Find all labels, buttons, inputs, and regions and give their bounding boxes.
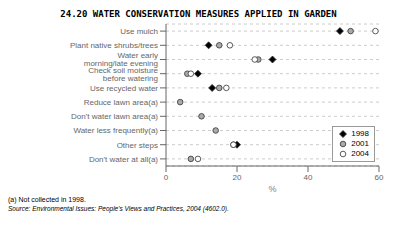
html-text:1998: 1998 — [351, 129, 369, 138]
svg-text:Use recycled water: Use recycled water — [90, 84, 158, 93]
svg-text:Reduce lawn area(a): Reduce lawn area(a) — [84, 98, 159, 107]
html-text:Water early: Water early — [117, 51, 158, 61]
svg-text:0: 0 — [164, 173, 169, 182]
html-text:2004: 2004 — [351, 149, 369, 158]
svg-text:60: 60 — [375, 173, 384, 182]
svg-text:40: 40 — [304, 173, 313, 182]
svg-text:Plant native shrubs/trees: Plant native shrubs/trees — [70, 41, 158, 50]
svg-text:Water less frequently(a): Water less frequently(a) — [73, 126, 158, 135]
svg-text:Other steps: Other steps — [117, 141, 158, 150]
html-text:24.20 WATER CONSERVATION MEASU: 24.20 WATER CONSERVATION MEASURES APPLIE… — [60, 9, 337, 19]
svg-text:Don't water at all(a): Don't water at all(a) — [89, 155, 158, 164]
html-text:Source: Environmental Issues:: Source: Environmental Issues: People's V… — [8, 205, 229, 212]
html-text:morning/late evening: morning/late evening — [83, 59, 158, 69]
svg-text:Don't water lawn area(a): Don't water lawn area(a) — [71, 112, 158, 121]
html-text:(a) Not collected in 1998.: (a) Not collected in 1998. — [8, 196, 86, 203]
svg-text:Check soil moisturebefore wate: Check soil moisturebefore watering — [88, 66, 158, 83]
svg-text:20: 20 — [233, 173, 242, 182]
svg-text:%: % — [268, 184, 276, 192]
html-text:2001: 2001 — [351, 139, 369, 148]
svg-text:Use mulch: Use mulch — [120, 27, 158, 36]
